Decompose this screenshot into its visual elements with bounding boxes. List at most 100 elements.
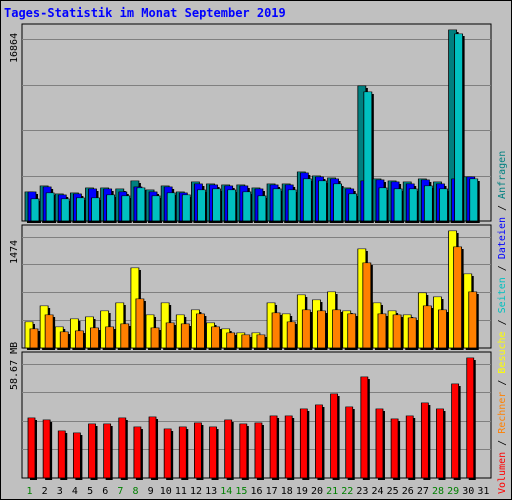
bar-rechner-day-9-body <box>150 327 160 349</box>
x-tick-label: 11 <box>175 486 187 497</box>
bar-seiten-day-20 <box>318 180 329 223</box>
bar-rechner-day-29 <box>453 246 464 350</box>
bar-rechner-day-12-body <box>196 313 205 349</box>
bar-seiten-day-28-body <box>439 188 448 222</box>
bar-rechner-day-24 <box>377 313 388 350</box>
bar-rechner-day-19-body <box>301 309 311 349</box>
bar-seiten-day-13 <box>212 188 223 223</box>
bar-volumen-day-28-body <box>436 408 444 479</box>
bar-rechner-day-25 <box>392 314 404 350</box>
bar-volumen-day-6 <box>103 423 113 480</box>
bar-volumen-day-13 <box>209 426 219 480</box>
bar-seiten-day-2 <box>45 192 57 223</box>
bar-rechner-day-28-body <box>438 309 447 349</box>
bar-seiten-day-8-body <box>136 187 146 222</box>
bar-volumen-day-16-body <box>254 422 263 479</box>
x-tick-label: 30 <box>462 486 474 497</box>
bar-rechner-day-3 <box>59 331 71 350</box>
x-tick-label: 20 <box>311 486 323 497</box>
bar-rechner-day-7 <box>120 323 131 350</box>
x-tick-label: 22 <box>341 486 353 497</box>
bar-seiten-day-9 <box>151 195 163 223</box>
bar-rechner-day-19 <box>301 309 313 350</box>
x-tick-label: 26 <box>402 486 414 497</box>
bar-volumen-day-9 <box>148 416 159 480</box>
bar-rechner-day-21 <box>332 309 343 350</box>
bar-seiten-day-14-body <box>227 189 237 222</box>
bar-seiten-day-19 <box>302 178 314 223</box>
bar-seiten-day-1-body <box>30 198 40 222</box>
bar-seiten-day-12 <box>197 189 208 223</box>
x-tick-label: 12 <box>190 486 202 497</box>
bar-volumen-day-11-body <box>178 426 187 479</box>
bar-seiten-day-8 <box>136 187 147 223</box>
bar-volumen-day-24-body <box>375 408 384 479</box>
bar-rechner-day-7-body <box>120 323 130 349</box>
x-tick-label: 19 <box>296 486 308 497</box>
bar-seiten-day-27 <box>423 185 435 223</box>
x-tick-label: 17 <box>266 486 278 497</box>
bar-seiten-day-16-body <box>257 195 267 222</box>
bar-rechner-day-5 <box>90 327 101 350</box>
bar-volumen-day-12 <box>194 422 204 480</box>
x-tick-label: 10 <box>160 486 172 497</box>
x-tick-label: 14 <box>220 486 232 497</box>
bar-seiten-day-26-body <box>408 188 418 222</box>
bar-seiten-day-17-body <box>272 188 282 222</box>
bar-volumen-day-19-body <box>299 408 308 479</box>
bar-rechner-day-26-body <box>407 317 417 349</box>
bar-volumen-day-19 <box>299 408 310 480</box>
bar-volumen-day-22-body <box>345 406 354 479</box>
bar-seiten-day-16 <box>257 195 268 223</box>
x-tick-label: 5 <box>87 486 93 497</box>
x-tick-label: 23 <box>356 486 368 497</box>
bar-seiten-day-22-body <box>348 193 358 222</box>
bar-rechner-day-27 <box>422 305 434 350</box>
bar-volumen-day-1 <box>27 417 37 480</box>
bar-rechner-day-30-body <box>468 291 478 349</box>
bar-volumen-day-14-body <box>224 419 233 479</box>
bar-rechner-day-22 <box>347 313 358 350</box>
bar-volumen-day-4-body <box>72 432 81 479</box>
bar-seiten-day-25 <box>393 188 405 223</box>
bar-seiten-day-6 <box>106 194 117 223</box>
bar-rechner-day-10-body <box>165 322 175 349</box>
legend-separator: / <box>497 374 508 392</box>
x-tick-label: 2 <box>42 486 48 497</box>
bar-rechner-day-13-body <box>211 326 220 349</box>
bar-volumen-day-26-body <box>405 415 414 479</box>
bar-rechner-day-20-body <box>317 310 326 349</box>
bar-rechner-day-24-body <box>377 313 387 349</box>
bar-rechner-day-6-body <box>105 326 115 349</box>
x-tick-label: 9 <box>148 486 154 497</box>
bar-seiten-day-19-body <box>302 178 312 222</box>
bar-seiten-day-17 <box>272 188 284 223</box>
bar-rechner-day-25-body <box>392 314 402 349</box>
x-tick-label: 18 <box>281 486 293 497</box>
bar-seiten-day-21 <box>333 183 344 223</box>
bar-volumen-day-21 <box>330 393 340 480</box>
bar-seiten-day-4 <box>75 197 87 223</box>
bar-rechner-day-10 <box>165 322 177 350</box>
bar-volumen-day-16 <box>254 422 264 480</box>
bar-volumen-day-20 <box>315 404 325 480</box>
bar-seiten-day-20-body <box>318 180 327 222</box>
legend-entry-seiten: Seiten <box>497 277 508 313</box>
x-tick-label: 7 <box>117 486 123 497</box>
bar-rechner-day-16 <box>256 334 267 350</box>
bar-seiten-day-29 <box>454 33 465 223</box>
bar-volumen-day-23-body <box>360 376 369 479</box>
bar-volumen-day-30 <box>466 357 476 480</box>
bar-seiten-day-22 <box>348 193 359 223</box>
bar-seiten-day-10 <box>166 192 178 223</box>
bar-rechner-day-14-body <box>226 332 236 349</box>
x-tick-label: 28 <box>432 486 444 497</box>
x-tick-label: 6 <box>102 486 108 497</box>
bar-seiten-day-27-body <box>423 185 433 222</box>
bar-volumen-day-14 <box>224 419 234 480</box>
bar-rechner-day-1 <box>29 328 40 350</box>
bar-rechner-day-22-body <box>347 313 357 349</box>
bar-rechner-day-29-body <box>453 246 463 349</box>
